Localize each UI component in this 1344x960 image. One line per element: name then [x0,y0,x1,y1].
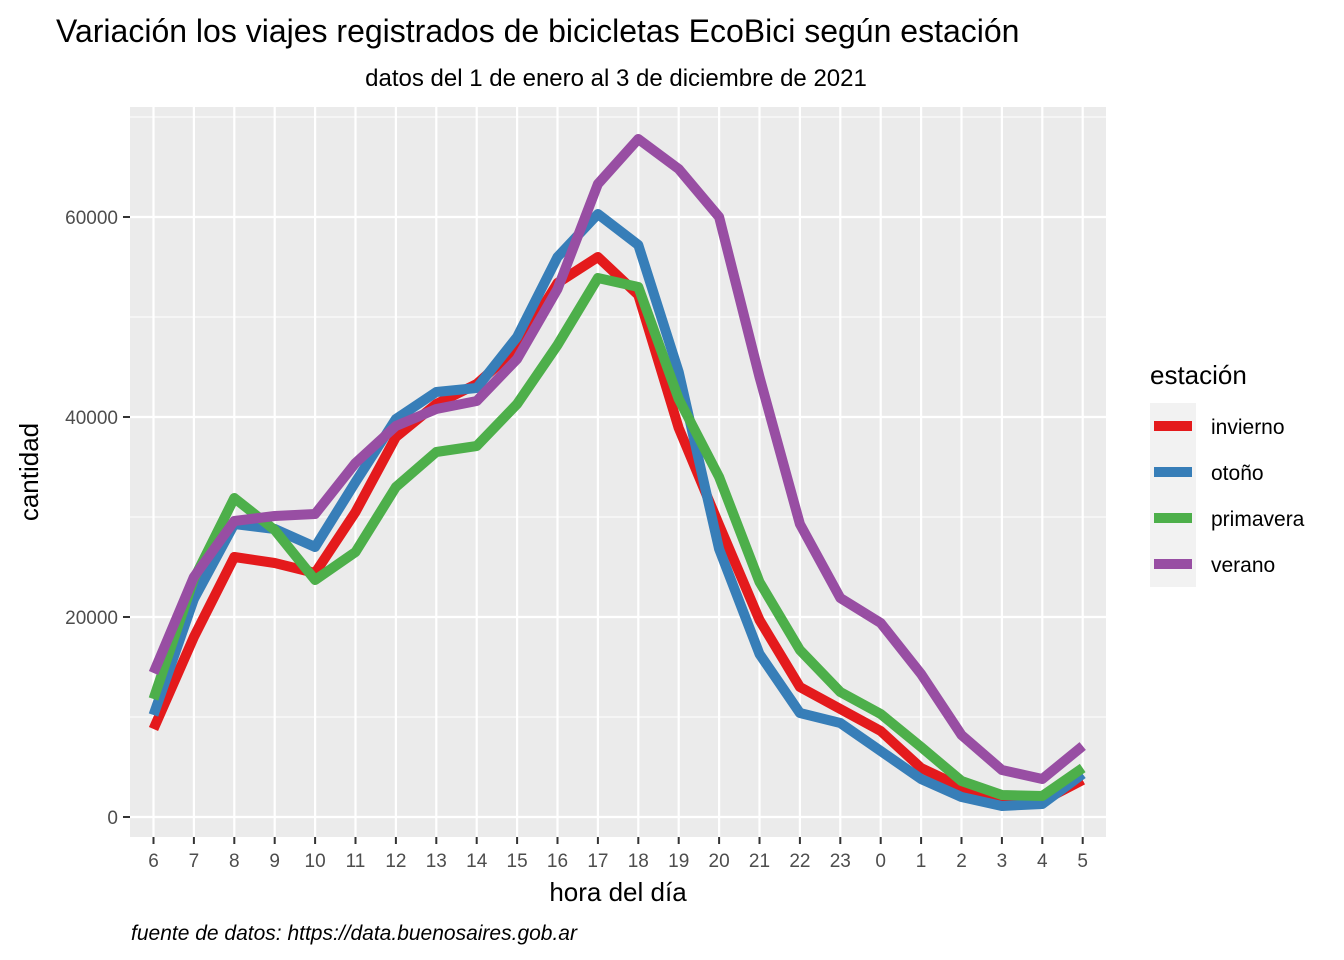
chart-subtitle: datos del 1 de enero al 3 de diciembre d… [365,65,867,92]
series-line-otoño [148,209,1086,811]
x-tick-label: 11 [346,851,366,872]
legend: estación invierno otoño primavera verano [1150,360,1305,587]
legend-label: verano [1211,554,1275,577]
major-gridlines [130,107,1106,837]
x-tick-label: 8 [229,851,240,872]
legend-label: invierno [1211,416,1285,439]
y-tick-label: 0 [107,808,118,829]
legend-title: estación [1150,360,1247,390]
x-tick-label: 4 [1037,851,1048,872]
x-tick-label: 14 [466,851,488,872]
x-tick-label: 18 [628,851,649,872]
x-tick-label: 22 [789,851,810,872]
x-tick-label: 13 [426,851,447,872]
x-tick-label: 17 [587,851,608,872]
x-tick-label: 20 [709,851,730,872]
x-tick-label: 1 [916,851,927,872]
x-axis-title: hora del día [549,877,687,907]
x-tick-label: 0 [875,851,886,872]
x-tick-label: 2 [956,851,967,872]
x-tick-label: 12 [385,851,406,872]
y-axis: 0 20000 40000 60000 [65,208,130,829]
legend-label: primavera [1211,508,1305,531]
series-line-primavera [148,273,1086,801]
legend-label: otoño [1211,462,1264,485]
x-tick-label: 19 [668,851,689,872]
x-tick-label: 7 [189,851,200,872]
y-tick-label: 20000 [65,608,118,629]
y-axis-title: cantidad [14,423,44,521]
x-tick-label: 3 [997,851,1008,872]
x-tick-label: 21 [749,851,770,872]
x-axis: 6 7 8 9 10 11 12 13 14 15 16 17 18 19 20 21 22 23 0 1 2 3 4 5 [148,837,1088,872]
x-tick-label: 15 [507,851,528,872]
series-line-verano [148,134,1086,784]
x-tick-label: 23 [830,851,851,872]
y-tick-label: 60000 [65,208,118,229]
x-tick-label: 9 [269,851,280,872]
chart-caption: fuente de datos: https://data.buenosaire… [131,922,578,945]
y-tick-label: 40000 [65,408,118,429]
chart-title: Variación los viajes registrados de bici… [56,13,1019,49]
x-tick-label: 16 [547,851,568,872]
x-tick-label: 6 [148,851,159,872]
series-lines [148,134,1086,811]
x-tick-label: 10 [305,851,326,872]
x-tick-label: 5 [1077,851,1088,872]
